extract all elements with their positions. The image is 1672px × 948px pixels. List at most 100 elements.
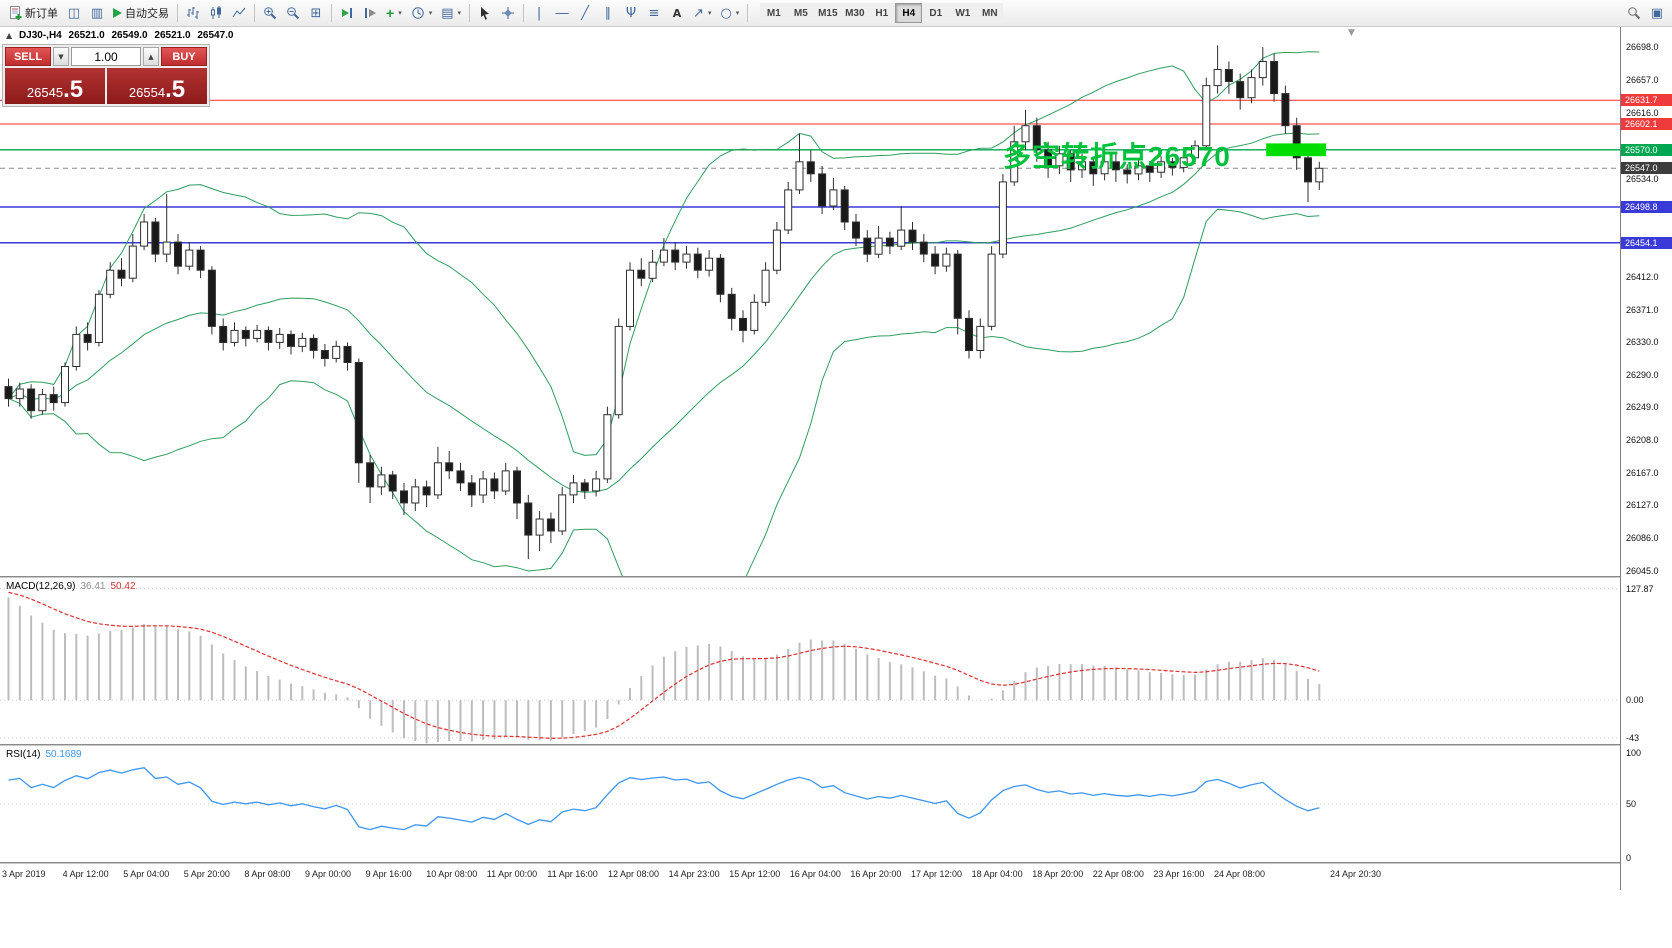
pitchfork-icon: Ψ xyxy=(625,5,637,21)
fibonacci-button[interactable]: ≡ xyxy=(643,2,665,24)
macd-signal-line xyxy=(8,591,1320,739)
buy-button[interactable]: BUY xyxy=(161,47,207,66)
time-tick: 8 Apr 08:00 xyxy=(244,869,291,879)
time-tick: 16 Apr 04:00 xyxy=(789,869,841,879)
price-tick: 26412.0 xyxy=(1626,271,1659,282)
time-tick: 11 Apr 00:00 xyxy=(486,869,538,879)
rsi-name: RSI(14) xyxy=(6,749,41,760)
time-tick: 14 Apr 23:00 xyxy=(668,869,720,879)
tile-windows-button[interactable]: ⊞ xyxy=(305,2,327,24)
text-tool-icon: A xyxy=(672,6,682,20)
price-tick: 26045.0 xyxy=(1626,566,1659,577)
pitchfork-button[interactable]: Ψ xyxy=(620,2,642,24)
zoom-out-icon xyxy=(287,7,300,20)
arrows-button[interactable]: ↗ ▾ xyxy=(689,2,715,24)
zoom-in-icon xyxy=(264,7,277,20)
volume-down-button[interactable]: ▼ xyxy=(53,47,69,66)
periods-button[interactable]: ▾ xyxy=(407,2,437,24)
new-order-label: 新订单 xyxy=(25,8,58,20)
price-tag: 26454.1 xyxy=(1621,236,1672,249)
timeframe-m5[interactable]: M5 xyxy=(787,3,815,23)
ohlc-close: 26547.0 xyxy=(197,30,234,41)
chevron-down-icon: ▾ xyxy=(457,9,462,17)
price-tag: 26547.0 xyxy=(1621,162,1672,175)
price-tag: 26631.7 xyxy=(1621,94,1672,107)
chart-shift-marker[interactable]: ▼ xyxy=(1348,28,1355,38)
new-order-icon xyxy=(10,6,22,20)
cursor-button[interactable] xyxy=(474,2,496,24)
timeframe-w1[interactable]: W1 xyxy=(949,3,977,23)
objects-list-icon: ▣ xyxy=(1650,5,1664,21)
cursor-icon xyxy=(481,7,490,20)
zoom-out-button[interactable] xyxy=(282,2,304,24)
chevron-down-icon: ▾ xyxy=(428,9,433,17)
chart-shift-button[interactable] xyxy=(359,2,381,24)
objects-list-button[interactable]: ▣ xyxy=(1646,2,1668,24)
indicators-button[interactable]: + ▾ xyxy=(382,2,406,24)
panel-separator[interactable] xyxy=(0,862,1672,864)
trendline-button[interactable]: ╱ xyxy=(574,2,596,24)
timeframe-m1[interactable]: M1 xyxy=(760,3,788,23)
rsi-axis-tick: 0 xyxy=(1626,853,1632,863)
vertical-line-icon: | xyxy=(536,5,542,21)
time-tick: 24 Apr 20:30 xyxy=(1330,869,1382,879)
auto-trading-button[interactable]: 自动交易 xyxy=(109,2,173,24)
price-axis[interactable]: 26698.0 26657.0 26616.0 26534.0 26412.0 26371… xyxy=(1620,27,1672,890)
profiles-button[interactable]: ▥ xyxy=(86,2,108,24)
bar-chart-button[interactable] xyxy=(182,2,204,24)
rsi-value: 50.1689 xyxy=(45,749,82,760)
chart-window-icon: ◫ xyxy=(67,5,81,21)
timeframe-m15[interactable]: M15 xyxy=(814,3,842,23)
templates-button[interactable]: ▤ ▾ xyxy=(437,2,465,24)
channel-button[interactable]: ∥ xyxy=(597,2,619,24)
chart-ohlc-header: ▲ DJ30-,H4 26521.0 26549.0 26521.0 26547… xyxy=(6,30,238,41)
search-icon xyxy=(1628,7,1641,20)
panel-separator[interactable] xyxy=(0,744,1672,746)
vertical-line-button[interactable]: | xyxy=(528,2,550,24)
timeframe-d1[interactable]: D1 xyxy=(922,3,950,23)
chart-window-button[interactable]: ◫ xyxy=(63,2,85,24)
sell-button[interactable]: SELL xyxy=(5,47,51,66)
new-order-button[interactable]: 新订单 xyxy=(4,2,62,24)
time-tick: 9 Apr 00:00 xyxy=(305,869,352,879)
crosshair-icon xyxy=(502,7,515,19)
search-button[interactable] xyxy=(1623,2,1645,24)
time-tick: 17 Apr 12:00 xyxy=(911,869,963,879)
chevron-down-icon: ▾ xyxy=(735,9,740,17)
horizontal-line-button[interactable]: ― xyxy=(551,2,573,24)
rsi-chart[interactable] xyxy=(0,746,1620,862)
line-chart-button[interactable] xyxy=(228,2,250,24)
horizontal-line-icon: ― xyxy=(555,5,569,21)
auto-trading-play-icon xyxy=(113,8,122,18)
candlestick-chart-button[interactable] xyxy=(205,2,227,24)
panel-separator[interactable] xyxy=(0,576,1672,578)
timeframe-mn[interactable]: MN xyxy=(976,3,1004,23)
buy-price-big: .5 xyxy=(165,76,186,103)
candles xyxy=(4,45,1324,560)
clock-icon xyxy=(412,7,424,19)
buy-price[interactable]: 26554 .5 xyxy=(107,68,207,104)
toolbar-separator xyxy=(254,4,255,22)
candlestick-chart-icon xyxy=(211,6,221,19)
crosshair-button[interactable] xyxy=(497,2,519,24)
sell-price[interactable]: 26545 .5 xyxy=(5,68,105,104)
timeframe-group: M1 M5 M15 M30 H1 H4 D1 W1 MN xyxy=(760,3,1004,23)
zoom-in-button[interactable] xyxy=(259,2,281,24)
auto-scroll-button[interactable] xyxy=(336,2,358,24)
volume-up-button[interactable]: ▲ xyxy=(143,47,159,66)
buy-price-main: 26554 xyxy=(128,85,166,100)
shapes-button[interactable]: ○ ▾ xyxy=(716,2,743,24)
macd-chart[interactable] xyxy=(0,578,1620,744)
time-tick: 18 Apr 04:00 xyxy=(971,869,1023,879)
timeframe-h4[interactable]: H4 xyxy=(895,3,923,23)
toolbar: 新订单 ◫ ▥ 自动交易 ⊞ + ▾ ▾ ▤ ▾ | ― ╱ ∥ Ψ ≡ A ↗ ▾ … xyxy=(0,0,1672,27)
time-tick: 12 Apr 08:00 xyxy=(608,869,660,879)
main-chart[interactable] xyxy=(0,27,1620,576)
time-axis[interactable]: 3 Apr 2019 4 Apr 12:00 5 Apr 04:00 5 Apr 20… xyxy=(0,864,1620,948)
text-label-button[interactable]: A xyxy=(666,2,688,24)
time-tick: 10 Apr 08:00 xyxy=(426,869,478,879)
timeframe-h1[interactable]: H1 xyxy=(868,3,896,23)
price-tick: 26167.0 xyxy=(1626,468,1659,479)
timeframe-m30[interactable]: M30 xyxy=(841,3,869,23)
volume-input[interactable] xyxy=(71,47,141,66)
